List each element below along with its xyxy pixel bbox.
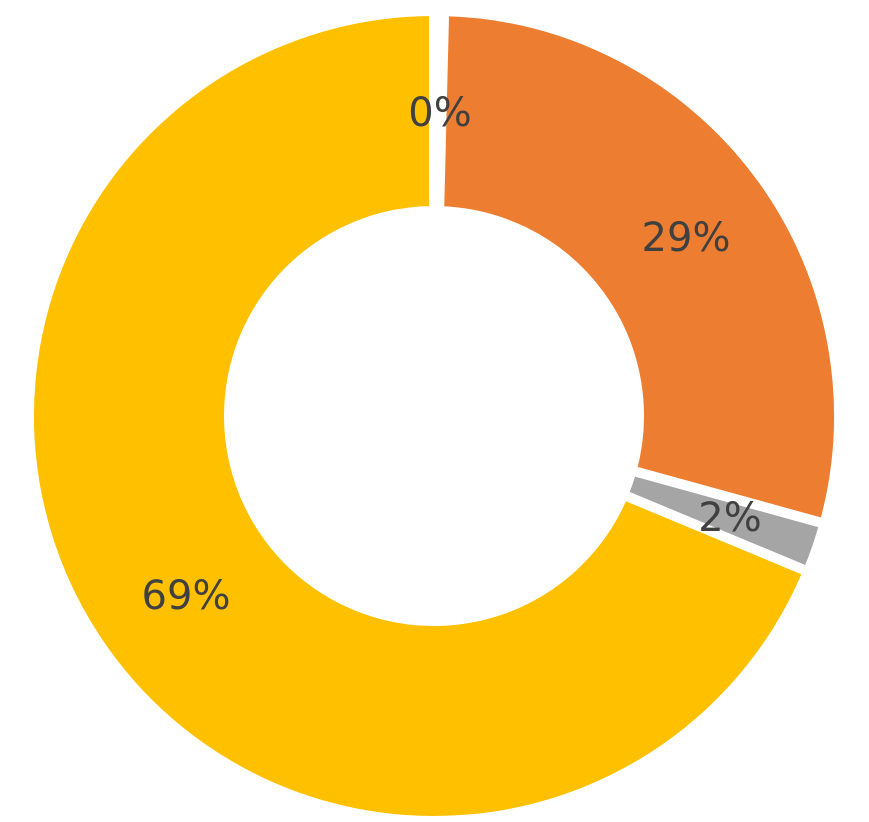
donut-slices xyxy=(24,5,844,822)
data-label-3: 69% xyxy=(142,573,231,619)
data-label-0: 0% xyxy=(408,90,471,136)
data-label-2: 2% xyxy=(698,495,761,541)
donut-data-labels: 0% 29% 2% 69% xyxy=(142,90,762,619)
donut-slice-1 xyxy=(434,5,844,530)
donut-slice-3 xyxy=(24,5,815,822)
data-label-1: 29% xyxy=(642,215,731,261)
